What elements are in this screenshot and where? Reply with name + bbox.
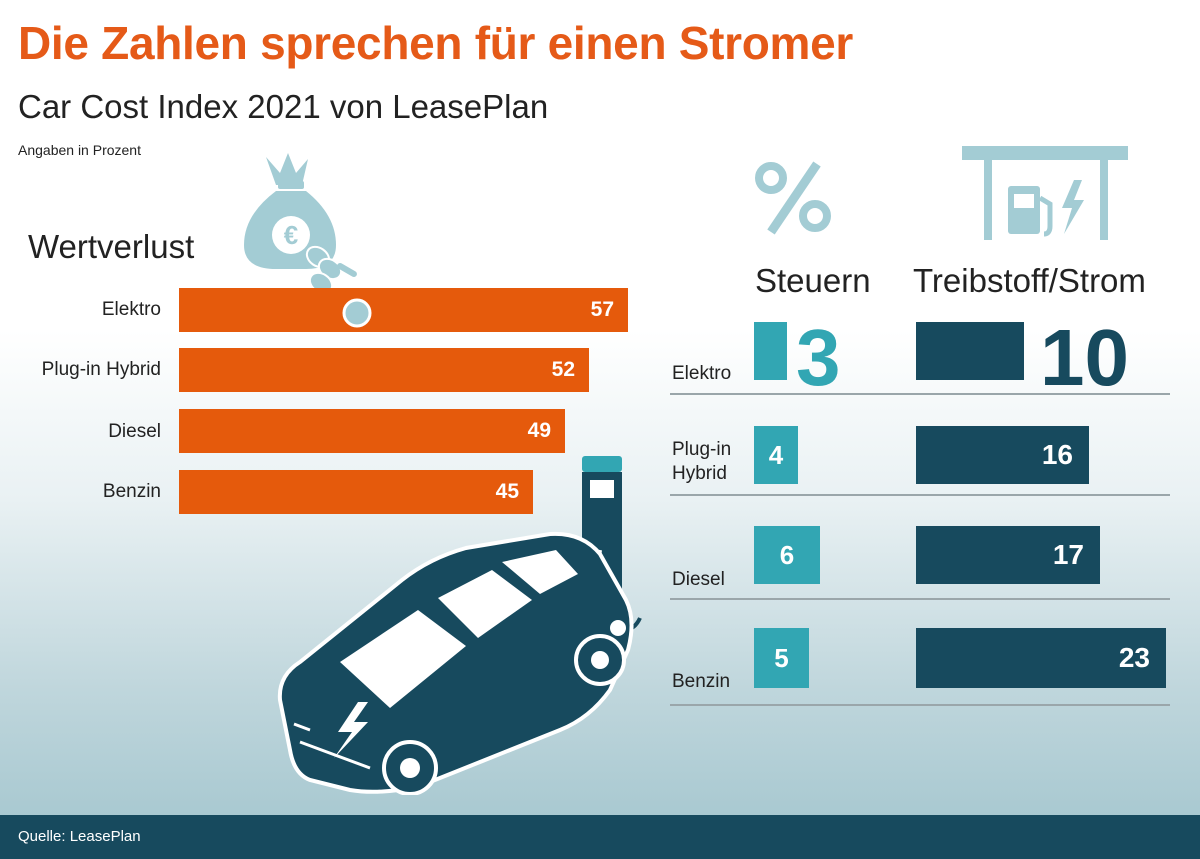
depreciation-value-diesel: 49 xyxy=(527,419,551,442)
depreciation-chart-title: Wertverlust xyxy=(28,228,195,265)
tax-value-plug-in-hybrid: 4 xyxy=(768,440,784,470)
category-label-elektro: Elektro xyxy=(101,299,161,320)
row-divider xyxy=(670,393,1170,395)
fuel-bar-plug-in-hybrid: 16 xyxy=(916,426,1089,484)
category-label-benzin-right: Benzin xyxy=(672,671,731,692)
category-label-plug-in-hybrid-right: Plug-in Hybrid xyxy=(672,439,732,484)
depreciation-bar-plug-in-hybrid: 52 xyxy=(179,348,589,392)
tax-value-diesel: 6 xyxy=(779,540,795,570)
chart-title: Die Zahlen sprechen für einen Stromer xyxy=(18,17,854,69)
category-label-plug-in-hybrid: Plug-in Hybrid xyxy=(41,359,161,380)
category-label-diesel: Diesel xyxy=(108,421,161,442)
depreciation-bar-elektro: 57 xyxy=(179,288,628,332)
legend-label-taxes: Steuern xyxy=(755,262,871,299)
money-bag-euro-icon: € xyxy=(244,153,357,295)
fuel-pump-charging-station-icon xyxy=(962,146,1128,240)
depreciation-bar-diesel: 49 xyxy=(179,409,565,453)
depreciation-bar-benzin: 45 xyxy=(179,470,533,514)
chart-subtitle: Car Cost Index 2021 von LeasePlan xyxy=(18,88,549,125)
fuel-bar-elektro xyxy=(916,322,1024,380)
coin-icon xyxy=(342,298,372,328)
source-footer: Quelle: LeasePlan xyxy=(0,815,1200,859)
tax-bar-plug-in-hybrid: 4 xyxy=(754,426,798,484)
tax-bar-elektro xyxy=(754,322,787,380)
tax-bar-benzin: 5 xyxy=(754,628,809,688)
unit-note: Angaben in Prozent xyxy=(18,142,141,158)
category-label-diesel-right: Diesel xyxy=(672,569,725,590)
row-divider xyxy=(670,704,1170,706)
legend-label-fuel-electricity: Treibstoff/Strom xyxy=(913,262,1146,299)
tax-value-elektro: 3 xyxy=(796,313,841,402)
row-divider xyxy=(670,494,1170,496)
fuel-value-diesel: 17 xyxy=(1052,539,1084,570)
depreciation-value-plug-in-hybrid: 52 xyxy=(551,358,575,381)
svg-text:€: € xyxy=(284,220,298,250)
fuel-bar-benzin: 23 xyxy=(916,628,1166,688)
fuel-value-elektro: 10 xyxy=(1040,313,1129,402)
tax-bar-diesel: 6 xyxy=(754,526,820,584)
fuel-value-plug-in-hybrid: 16 xyxy=(1041,439,1073,470)
percent-icon xyxy=(755,161,831,235)
category-label-benzin: Benzin xyxy=(102,481,161,502)
row-divider xyxy=(670,598,1170,600)
category-label-elektro-right: Elektro xyxy=(672,363,732,384)
fuel-bar-diesel: 17 xyxy=(916,526,1100,584)
tax-value-benzin: 5 xyxy=(774,643,789,673)
depreciation-value-elektro: 57 xyxy=(590,298,614,321)
fuel-value-benzin: 23 xyxy=(1118,642,1150,673)
electric-car-charging-illustration xyxy=(277,456,642,795)
depreciation-value-benzin: 45 xyxy=(495,480,519,503)
